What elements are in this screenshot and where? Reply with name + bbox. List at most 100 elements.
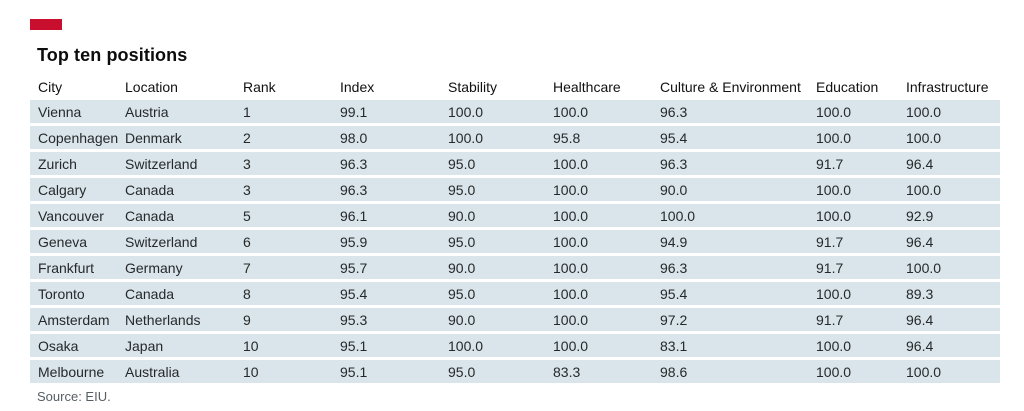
column-header-index: Index (340, 79, 375, 95)
cell-city: Copenhagen (38, 129, 119, 146)
cell-education: 91.7 (816, 233, 844, 250)
cell-stability: 100.0 (448, 103, 484, 120)
cell-stability: 90.0 (448, 207, 476, 224)
cell-location: Canada (125, 207, 175, 224)
cell-infrastructure: 96.4 (906, 337, 934, 354)
cell-stability: 95.0 (448, 181, 476, 198)
cell-education: 100.0 (816, 103, 852, 120)
cell-infrastructure: 96.4 (906, 155, 934, 172)
cell-healthcare: 100.0 (553, 181, 589, 198)
table-row: Copenhagen Denmark 2 98.0 100.0 95.8 95.4 100.0… (30, 126, 1000, 149)
table-row: Frankfurt Germany 7 95.7 90.0 100.0 96.3 91.7 10… (30, 256, 1000, 279)
cell-rank: 5 (243, 207, 251, 224)
table-row: Zurich Switzerland 3 96.3 95.0 100.0 96.3 91.7 9… (30, 152, 1000, 175)
cell-culture: 96.3 (660, 103, 688, 120)
cell-healthcare: 100.0 (553, 155, 589, 172)
cell-education: 100.0 (816, 129, 852, 146)
cell-culture: 90.0 (660, 181, 688, 198)
brand-red-block (30, 19, 62, 30)
cell-culture: 95.4 (660, 285, 688, 302)
cell-infrastructure: 100.0 (906, 129, 942, 146)
column-header-stability: Stability (448, 79, 498, 95)
cell-location: Japan (125, 337, 164, 354)
cell-city: Geneva (38, 233, 88, 250)
cell-stability: 95.0 (448, 285, 476, 302)
cell-index: 99.1 (340, 103, 368, 120)
cell-city: Vienna (38, 103, 82, 120)
cell-education: 100.0 (816, 363, 852, 380)
cell-stability: 95.0 (448, 155, 476, 172)
table-row: Amsterdam Netherlands 9 95.3 90.0 100.0 97.2 91… (30, 308, 1000, 331)
cell-stability: 90.0 (448, 259, 476, 276)
cell-infrastructure: 100.0 (906, 103, 942, 120)
cell-index: 95.4 (340, 285, 368, 302)
cell-city: Toronto (38, 285, 85, 302)
cell-infrastructure: 96.4 (906, 233, 934, 250)
cell-location: Denmark (125, 129, 182, 146)
cell-rank: 1 (243, 103, 251, 120)
table-row: Vienna Austria 1 99.1 100.0 100.0 96.3 100.0 100… (30, 100, 1000, 123)
table-row: Toronto Canada 8 95.4 95.0 100.0 95.4 100.0 89.3 (30, 282, 1000, 305)
cell-index: 95.9 (340, 233, 368, 250)
cell-education: 100.0 (816, 181, 852, 198)
cell-healthcare: 100.0 (553, 311, 589, 328)
table-row: Melbourne Australia 10 95.1 95.0 83.3 98.6 100.… (30, 360, 1000, 383)
cell-culture: 100.0 (660, 207, 696, 224)
cell-infrastructure: 92.9 (906, 207, 934, 224)
cell-education: 91.7 (816, 155, 844, 172)
cell-healthcare: 100.0 (553, 103, 589, 120)
page-title: Top ten positions (37, 45, 188, 65)
cell-infrastructure: 100.0 (906, 181, 942, 198)
cell-healthcare: 83.3 (553, 363, 581, 380)
cell-culture: 98.6 (660, 363, 688, 380)
cell-index: 95.7 (340, 259, 368, 276)
cell-location: Switzerland (125, 233, 198, 250)
cell-culture: 83.1 (660, 337, 688, 354)
cell-education: 100.0 (816, 207, 852, 224)
cell-index: 98.0 (340, 129, 368, 146)
cell-city: Amsterdam (38, 311, 110, 328)
cell-education: 100.0 (816, 337, 852, 354)
cell-index: 96.3 (340, 181, 368, 198)
cell-healthcare: 100.0 (553, 233, 589, 250)
cell-rank: 10 (243, 363, 259, 380)
cell-rank: 6 (243, 233, 251, 250)
cell-healthcare: 100.0 (553, 259, 589, 276)
cell-city: Zurich (38, 155, 77, 172)
cell-city: Osaka (38, 337, 79, 354)
column-header-infrastructure: Infrastructure (906, 79, 989, 95)
table-row: Geneva Switzerland 6 95.9 95.0 100.0 94.9 91.7 9… (30, 230, 1000, 253)
cell-location: Canada (125, 181, 175, 198)
cell-healthcare: 100.0 (553, 207, 589, 224)
cell-infrastructure: 89.3 (906, 285, 934, 302)
cell-rank: 9 (243, 311, 251, 328)
cell-city: Melbourne (38, 363, 105, 380)
cell-infrastructure: 100.0 (906, 259, 942, 276)
cell-index: 95.1 (340, 363, 368, 380)
column-header-education: Education (816, 79, 879, 95)
cell-index: 96.3 (340, 155, 368, 172)
cell-city: Vancouver (38, 207, 104, 224)
cell-stability: 100.0 (448, 337, 484, 354)
cell-stability: 95.0 (448, 363, 476, 380)
cell-healthcare: 95.8 (553, 129, 581, 146)
cell-location: Canada (125, 285, 175, 302)
cell-education: 91.7 (816, 311, 844, 328)
cell-stability: 90.0 (448, 311, 476, 328)
table-header-row: City Location Rank Index Stability Healthcare… (30, 77, 1000, 97)
liveability-table: City Location Rank Index Stability Healthcare… (30, 77, 1000, 386)
cell-index: 95.1 (340, 337, 368, 354)
cell-education: 91.7 (816, 259, 844, 276)
table-row: Osaka Japan 10 95.1 100.0 100.0 83.1 100.0 96.4 (30, 334, 1000, 357)
cell-culture: 97.2 (660, 311, 688, 328)
cell-index: 95.3 (340, 311, 368, 328)
cell-location: Austria (125, 103, 169, 120)
column-header-healthcare: Healthcare (553, 79, 621, 95)
column-header-rank: Rank (243, 79, 276, 95)
cell-rank: 10 (243, 337, 259, 354)
cell-location: Germany (125, 259, 183, 276)
cell-education: 100.0 (816, 285, 852, 302)
cell-rank: 7 (243, 259, 251, 276)
cell-healthcare: 100.0 (553, 285, 589, 302)
column-header-location: Location (125, 79, 178, 95)
